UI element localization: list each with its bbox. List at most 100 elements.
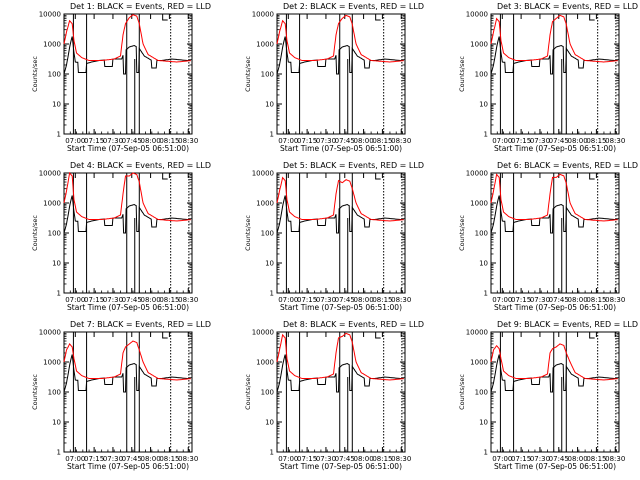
- y-axis-label: Counts/sec: [31, 215, 39, 251]
- panel-title: Det 3: BLACK = Events, RED = LLD: [497, 2, 638, 11]
- plot-frame: [63, 172, 193, 294]
- detector-panel-2: Det 2: BLACK = Events, RED = LLD 1 10 100 10…: [244, 2, 424, 153]
- plot-frame: [490, 331, 620, 453]
- y-tick-label: 10000: [252, 11, 274, 19]
- lld-series-line: [276, 176, 404, 222]
- panel-title: Det 2: BLACK = Events, RED = LLD: [283, 2, 424, 11]
- y-tick-label: 10: [52, 260, 61, 268]
- lld-series-line: [276, 332, 404, 381]
- x-tick-label: 07:15: [297, 137, 317, 145]
- x-tick-label: 08:15: [586, 137, 606, 145]
- y-tick-label: 10: [479, 101, 488, 109]
- events-series-line: [276, 36, 404, 75]
- x-tick-label: 08:30: [178, 455, 198, 463]
- x-axis-label: Start Time (07-Sep-05 06:51:00): [494, 462, 616, 471]
- x-tick-label: 07:30: [103, 455, 123, 463]
- panel-title: Det 1: BLACK = Events, RED = LLD: [70, 2, 211, 11]
- x-tick-label: 07:00: [278, 455, 298, 463]
- marker-hook: [589, 14, 595, 21]
- y-tick-label: 10000: [466, 329, 488, 337]
- x-tick-label: 08:00: [567, 455, 587, 463]
- panel-title: Det 4: BLACK = Events, RED = LLD: [70, 161, 211, 170]
- lld-series-line: [63, 171, 191, 222]
- y-tick-label: 1: [57, 131, 61, 139]
- x-tick-label: 08:15: [586, 455, 606, 463]
- x-tick-label: 07:45: [549, 455, 569, 463]
- x-axis-label: Start Time (07-Sep-05 06:51:00): [67, 462, 189, 471]
- x-tick-label: 08:00: [353, 296, 373, 304]
- x-tick-label: 07:45: [122, 455, 142, 463]
- detector-panel-4: Det 4: BLACK = Events, RED = LLD 1 10 100 10…: [31, 161, 211, 312]
- y-tick-label: 1: [57, 449, 61, 457]
- y-axis-label: Counts/sec: [244, 374, 252, 410]
- lld-series-line: [490, 14, 618, 63]
- x-tick-label: 07:00: [278, 137, 298, 145]
- x-tick-label: 07:00: [492, 137, 512, 145]
- y-tick-label: 1: [270, 131, 274, 139]
- x-tick-label: 08:30: [391, 455, 411, 463]
- plot-frame: [276, 172, 406, 294]
- x-tick-label: 07:00: [65, 137, 85, 145]
- y-tick-label: 10000: [252, 170, 274, 178]
- x-axis-label: Start Time (07-Sep-05 06:51:00): [280, 303, 402, 312]
- marker-hook: [162, 173, 168, 180]
- y-tick-label: 1: [484, 290, 488, 298]
- x-axis-label: Start Time (07-Sep-05 06:51:00): [280, 144, 402, 153]
- lld-series-line: [490, 343, 618, 381]
- detector-panel-7: Det 7: BLACK = Events, RED = LLD 1 10 100 10…: [31, 320, 211, 471]
- marker-hook: [375, 173, 381, 180]
- marker-hook: [375, 332, 381, 339]
- x-tick-label: 08:15: [159, 137, 179, 145]
- x-tick-label: 08:15: [372, 296, 392, 304]
- y-tick-label: 100: [48, 230, 61, 238]
- lld-series-line: [63, 14, 191, 63]
- y-tick-label: 1: [484, 449, 488, 457]
- x-tick-label: 07:30: [316, 455, 336, 463]
- x-tick-label: 08:15: [159, 296, 179, 304]
- y-tick-label: 1: [270, 290, 274, 298]
- x-tick-label: 07:30: [103, 296, 123, 304]
- x-tick-label: 08:30: [391, 137, 411, 145]
- events-series-line: [490, 354, 618, 393]
- lld-series-line: [490, 173, 618, 222]
- lld-series-line: [276, 14, 404, 63]
- x-tick-label: 08:30: [605, 296, 625, 304]
- x-tick-label: 08:15: [372, 137, 392, 145]
- y-tick-label: 1: [270, 449, 274, 457]
- x-tick-label: 07:30: [530, 455, 550, 463]
- plot-frame: [63, 331, 193, 453]
- y-axis-label: Counts/sec: [31, 56, 39, 92]
- plot-frame: [276, 331, 406, 453]
- y-tick-label: 100: [48, 389, 61, 397]
- y-tick-label: 10: [52, 101, 61, 109]
- x-tick-label: 07:15: [297, 296, 317, 304]
- y-tick-label: 10000: [39, 11, 61, 19]
- panel-title: Det 6: BLACK = Events, RED = LLD: [497, 161, 638, 170]
- detector-panel-5: Det 5: BLACK = Events, RED = LLD 1 10 100 10…: [244, 161, 424, 312]
- x-tick-label: 08:15: [372, 455, 392, 463]
- y-tick-label: 1000: [43, 41, 61, 49]
- x-tick-label: 08:30: [178, 137, 198, 145]
- lld-series-line: [63, 340, 191, 381]
- x-axis-label: Start Time (07-Sep-05 06:51:00): [67, 144, 189, 153]
- x-tick-label: 07:15: [511, 296, 531, 304]
- y-tick-label: 10: [479, 260, 488, 268]
- y-axis-label: Counts/sec: [458, 215, 466, 251]
- y-axis-label: Counts/sec: [31, 374, 39, 410]
- y-tick-label: 1000: [470, 41, 488, 49]
- x-tick-label: 07:45: [335, 455, 355, 463]
- x-tick-label: 07:00: [278, 296, 298, 304]
- plot-frame: [490, 172, 620, 294]
- x-tick-label: 07:45: [549, 296, 569, 304]
- x-tick-label: 07:00: [65, 455, 85, 463]
- x-tick-label: 08:30: [605, 455, 625, 463]
- x-tick-label: 08:15: [586, 296, 606, 304]
- x-tick-label: 08:00: [353, 455, 373, 463]
- x-tick-label: 07:00: [65, 296, 85, 304]
- x-tick-label: 07:45: [549, 137, 569, 145]
- y-tick-label: 100: [475, 230, 488, 238]
- x-tick-label: 07:00: [492, 296, 512, 304]
- x-tick-label: 08:30: [178, 296, 198, 304]
- x-axis-label: Start Time (07-Sep-05 06:51:00): [67, 303, 189, 312]
- y-tick-label: 100: [261, 230, 274, 238]
